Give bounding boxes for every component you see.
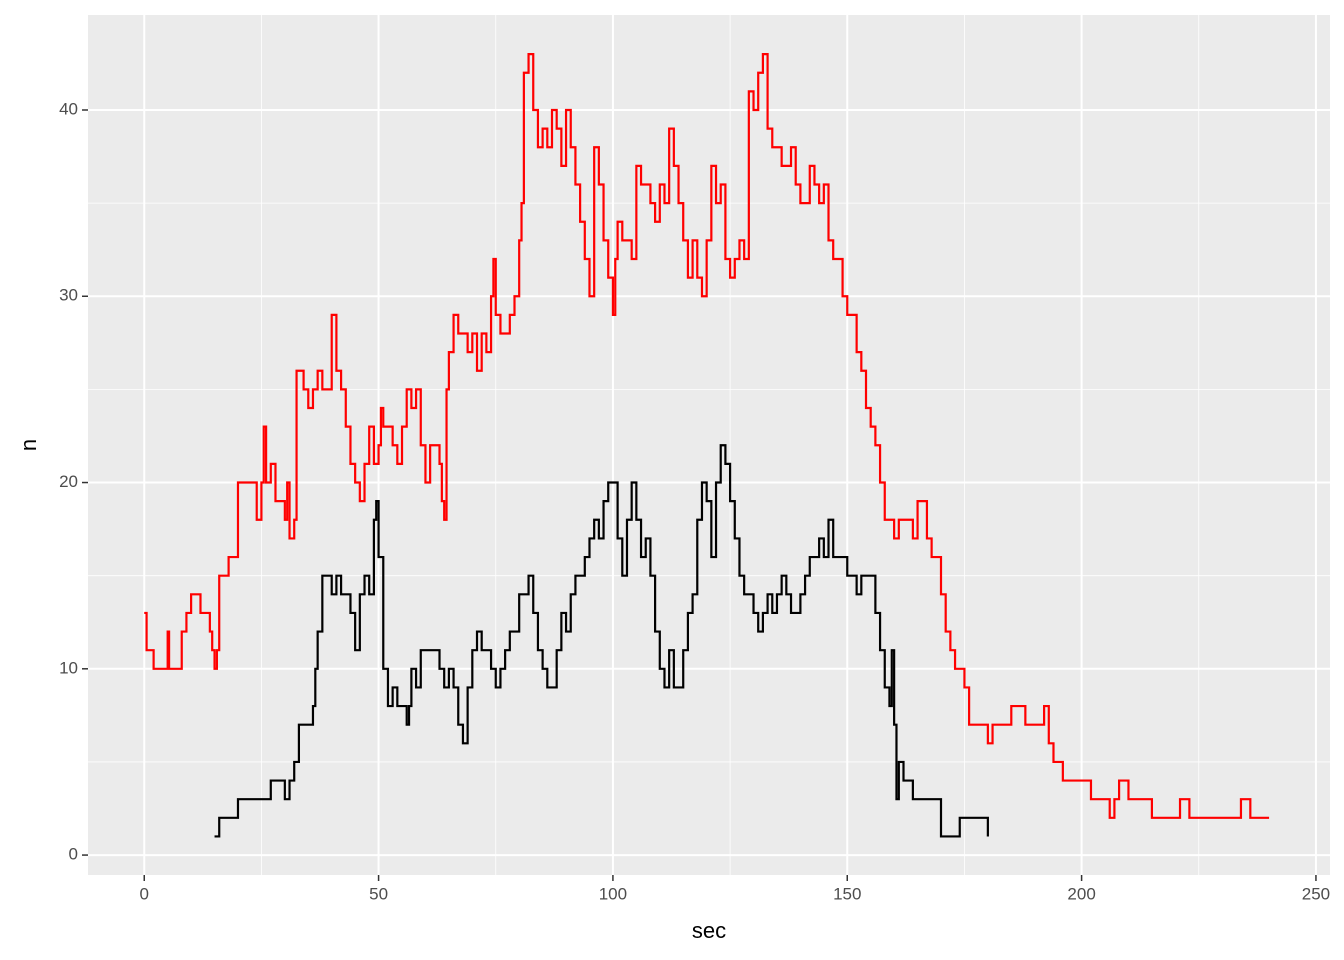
x-tick-label: 250 bbox=[1302, 884, 1330, 903]
plot-panel bbox=[88, 15, 1330, 875]
y-tick-label: 20 bbox=[59, 472, 78, 491]
y-tick-label: 0 bbox=[69, 845, 78, 864]
y-axis-title: n bbox=[16, 439, 41, 451]
x-tick-label: 50 bbox=[369, 884, 388, 903]
x-tick-label: 0 bbox=[140, 884, 149, 903]
y-tick-label: 40 bbox=[59, 99, 78, 118]
step-line bbox=[144, 53, 1270, 819]
y-tick-label: 10 bbox=[59, 658, 78, 677]
x-tick-label: 200 bbox=[1067, 884, 1095, 903]
x-tick-label: 100 bbox=[599, 884, 627, 903]
x-axis-title: sec bbox=[692, 918, 726, 943]
step-line bbox=[214, 444, 989, 838]
x-tick-label: 150 bbox=[833, 884, 861, 903]
y-tick-label: 30 bbox=[59, 286, 78, 305]
